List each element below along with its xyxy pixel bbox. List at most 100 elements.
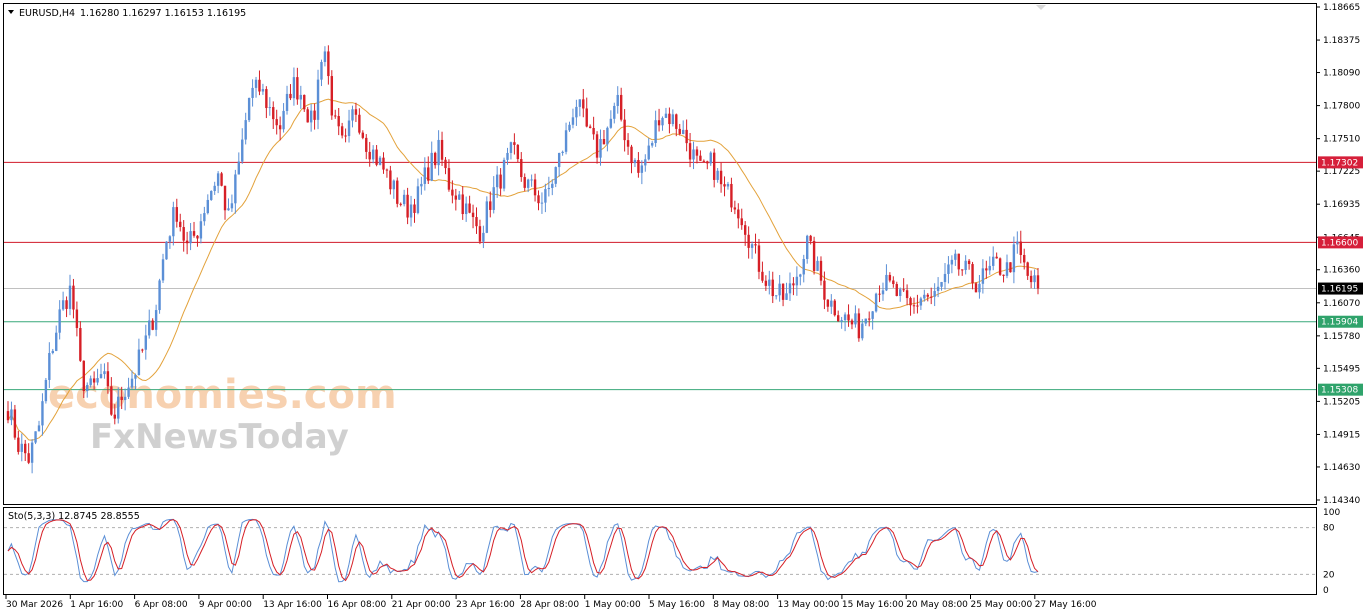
scroll-marker-icon[interactable]: [1036, 5, 1046, 10]
candle-body: [602, 139, 606, 145]
candle-body: [633, 160, 637, 164]
candle-body: [974, 283, 978, 293]
candle-body: [371, 149, 375, 160]
candle-body: [447, 168, 451, 190]
candle-body: [630, 146, 633, 164]
candle-body: [10, 409, 13, 421]
candle-body: [416, 186, 420, 213]
moving-average: [7, 98, 1039, 441]
candle-body: [327, 51, 330, 77]
candle-body: [399, 203, 402, 205]
candle-body: [1029, 275, 1033, 283]
candle-body: [106, 371, 110, 387]
time-tick-label: 6 Apr 08:00: [135, 600, 188, 610]
candle-body: [781, 283, 785, 300]
candle-body: [203, 213, 206, 222]
candle-body: [433, 152, 437, 166]
candle-body: [967, 260, 971, 265]
time-tick-label: 15 May 16:00: [842, 600, 904, 610]
price-tick-label: 1.16070: [1323, 299, 1360, 309]
candle-body: [210, 190, 213, 200]
candle-body: [623, 119, 626, 141]
candle-body: [103, 371, 106, 375]
candle-body: [533, 179, 537, 196]
candle-body: [323, 51, 327, 62]
candle-body: [1023, 254, 1026, 263]
candle-body: [737, 209, 740, 219]
candle-body: [58, 309, 61, 333]
candle-body: [964, 260, 967, 271]
candle-body: [905, 290, 909, 299]
candle-body: [885, 274, 888, 291]
candle-body: [916, 305, 919, 307]
price-axis: 1.18665 1.18375 1.18090 1.17800 1.17510 1.172…: [1316, 3, 1360, 506]
candle-body: [151, 320, 154, 330]
candle-body: [44, 379, 48, 402]
candle-body: [561, 151, 564, 154]
candle-body: [454, 195, 458, 200]
candle-body: [761, 271, 764, 281]
candle-body: [110, 386, 113, 415]
time-tick-label: 1 Apr 16:00: [70, 600, 123, 610]
price-tick-label: 1.14915: [1323, 430, 1360, 440]
level-price-box: [1318, 383, 1363, 396]
candle-body: [378, 157, 382, 165]
candle-body: [6, 411, 10, 421]
candle-body: [878, 293, 881, 295]
level-price-label: 1.16195: [1321, 285, 1358, 295]
candle-body: [871, 311, 874, 319]
candle-body: [471, 212, 475, 218]
candle-body: [92, 378, 96, 383]
candle-body: [254, 79, 258, 88]
stochastic-label: Sto(5,3,3) 12.8745 28.8555: [8, 511, 140, 522]
price-tick-label: 1.18090: [1323, 69, 1360, 79]
candle-body: [172, 207, 175, 237]
candle-body: [1005, 262, 1009, 276]
time-tick-label: 23 Apr 16:00: [456, 600, 515, 610]
candle-body: [68, 285, 72, 309]
candle-body: [55, 332, 58, 351]
candle-body: [1016, 241, 1019, 245]
candle-body: [661, 117, 664, 126]
candle-body: [971, 264, 974, 284]
candle-body: [874, 293, 878, 312]
candle-body: [347, 120, 351, 137]
price-tick-label: 1.15495: [1323, 364, 1360, 374]
candle-body: [743, 225, 747, 235]
candle-body: [902, 289, 905, 291]
candle-body: [864, 318, 867, 324]
candle-body: [578, 99, 582, 107]
price-tick-label: 1.14630: [1323, 463, 1360, 473]
candle-body: [654, 120, 657, 144]
symbol-dropdown-icon[interactable]: [8, 10, 14, 14]
candle-body: [709, 152, 712, 164]
candle-body: [950, 259, 954, 265]
level-price-label: 1.15308: [1321, 386, 1358, 396]
candle-body: [802, 258, 805, 275]
candle-body: [506, 152, 509, 160]
candle-body: [458, 194, 461, 200]
candle-body: [199, 221, 203, 239]
candle-body: [930, 296, 933, 298]
candle-body: [513, 142, 516, 145]
candle-body: [564, 130, 568, 152]
candle-body: [461, 194, 464, 215]
candle-body: [830, 300, 833, 307]
candle-body: [261, 89, 265, 92]
candle-body: [354, 109, 358, 115]
candle-body: [933, 290, 936, 297]
time-tick-label: 5 May 16:00: [649, 600, 705, 610]
candle-body: [495, 174, 499, 188]
watermark-economies: economies.com: [48, 372, 397, 418]
candle-body: [795, 276, 799, 286]
price-tick-label: 1.15205: [1323, 397, 1360, 407]
candle-body: [657, 120, 661, 126]
candle-body: [275, 119, 278, 126]
candle-body: [440, 139, 444, 160]
candle-body: [926, 294, 929, 297]
candle-body: [389, 170, 392, 190]
candle-body: [530, 179, 533, 181]
candle-body: [492, 187, 495, 210]
candle-body: [409, 204, 413, 218]
